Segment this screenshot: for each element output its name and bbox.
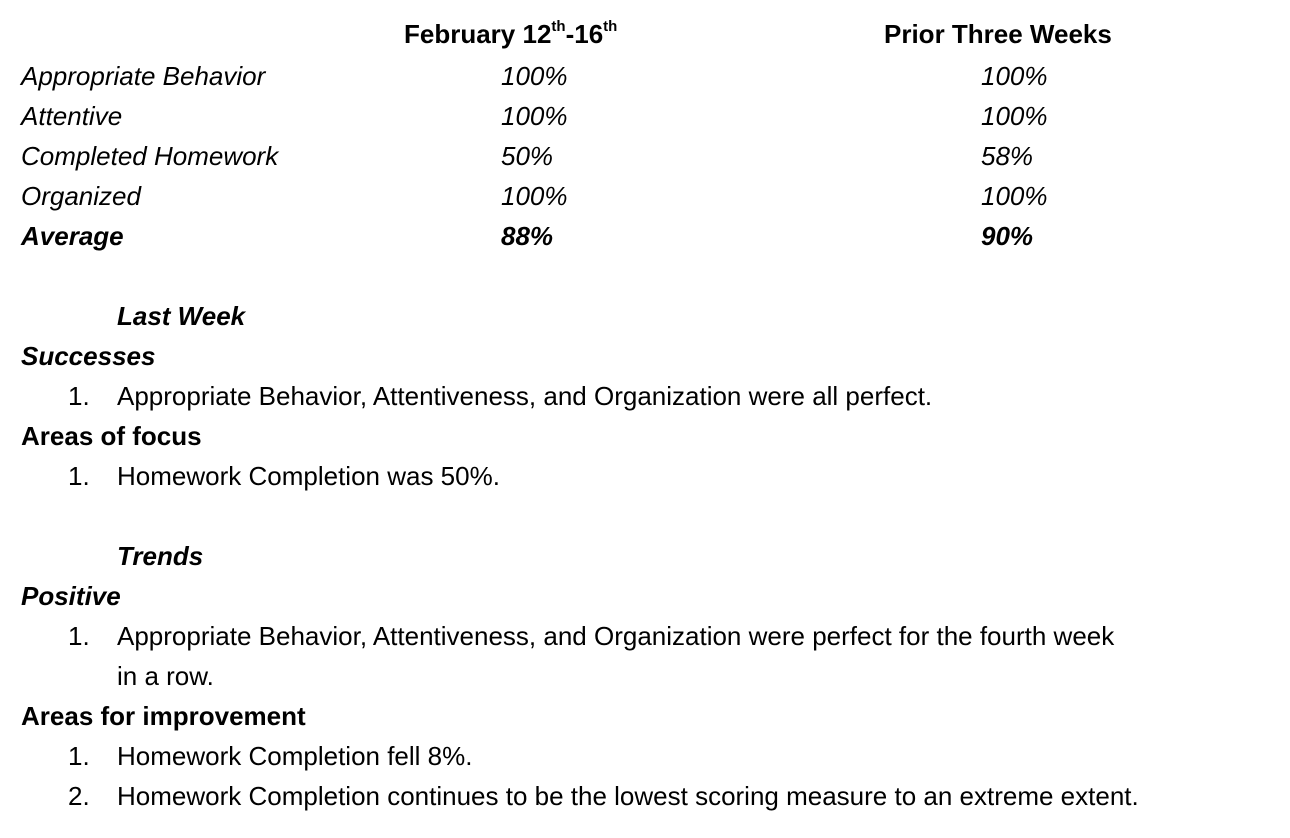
list-item-number: 1. — [68, 381, 90, 411]
row-week-value: 50% — [501, 141, 554, 171]
list-item: Appropriate Behavior, Attentiveness, and… — [117, 621, 1115, 651]
week-end: -16 — [565, 19, 604, 49]
average-label: Average — [21, 221, 124, 251]
positive-heading: Positive — [21, 581, 121, 611]
row-week-value: 100% — [501, 101, 568, 131]
row-week-value: 100% — [501, 181, 568, 211]
row-prior-value: 100% — [981, 101, 1048, 131]
trends-title: Trends — [117, 541, 204, 571]
column-header-week: February 12th-16th — [404, 14, 617, 54]
list-item-number: 1. — [68, 621, 90, 651]
average-week-value: 88% — [501, 221, 554, 251]
list-item-number: 1. — [68, 741, 90, 771]
week-suffix: th — [551, 18, 566, 35]
row-label: Appropriate Behavior — [21, 61, 266, 91]
list-item-number: 1. — [68, 461, 90, 491]
row-prior-value: 100% — [981, 181, 1048, 211]
row-prior-value: 58% — [981, 141, 1034, 171]
row-week-value: 100% — [501, 61, 568, 91]
list-item: Appropriate Behavior, Attentiveness, and… — [117, 381, 933, 411]
list-item-number: 2. — [68, 781, 90, 811]
improvement-heading: Areas for improvement — [21, 701, 306, 731]
row-label: Organized — [21, 181, 141, 211]
list-item: Homework Completion fell 8%. — [117, 741, 473, 771]
last-week-title: Last Week — [117, 301, 246, 331]
column-header-prior: Prior Three Weeks — [884, 19, 1112, 49]
week-end-suffix: th — [603, 18, 618, 35]
focus-heading: Areas of focus — [21, 421, 202, 451]
row-label: Attentive — [21, 101, 123, 131]
list-item: Homework Completion was 50%. — [117, 461, 500, 491]
successes-heading: Successes — [21, 341, 156, 371]
week-label: February 12 — [404, 19, 552, 49]
row-label: Completed Homework — [21, 141, 279, 171]
list-item: Homework Completion continues to be the … — [117, 781, 1139, 811]
row-prior-value: 100% — [981, 61, 1048, 91]
average-prior-value: 90% — [981, 221, 1034, 251]
list-item-continuation: in a row. — [117, 661, 214, 691]
